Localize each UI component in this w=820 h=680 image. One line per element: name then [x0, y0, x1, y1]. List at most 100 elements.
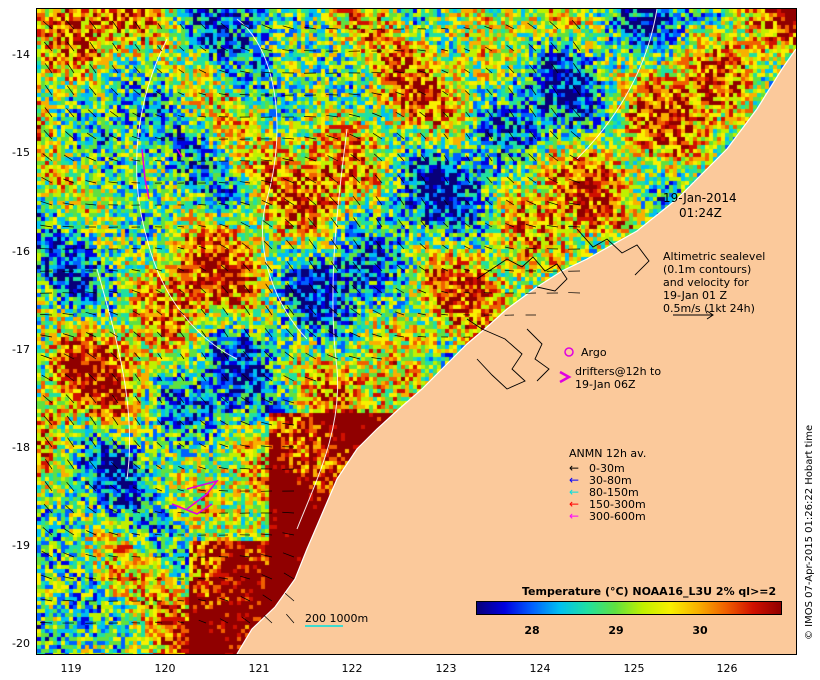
anmn-arrow-icon: ←: [569, 473, 580, 487]
velocity-vector: [131, 509, 141, 514]
velocity-vector: [398, 219, 405, 228]
velocity-vector: [198, 443, 207, 448]
velocity-vector: [63, 178, 75, 184]
velocity-vector: [42, 395, 53, 404]
velocity-vector: [239, 181, 251, 184]
velocity-vector: [351, 284, 361, 294]
velocity-vector: [308, 283, 317, 294]
velocity-vector: [108, 531, 119, 536]
velocity-vector: [418, 90, 427, 96]
velocity-vector: [200, 397, 207, 404]
velocity-vector: [261, 24, 273, 30]
velocity-vector: [464, 222, 471, 228]
velocity-vector: [529, 130, 537, 140]
velocity-vector: [110, 352, 119, 360]
velocity-vector: [420, 154, 427, 162]
velocity-vector: [372, 309, 383, 316]
anmn-item: ← 30-80m: [569, 473, 646, 487]
velocity-vector: [86, 530, 97, 536]
velocity-vector: [219, 618, 229, 624]
anmn-legend: ANMN 12h av. ← 0-30m ← 30-80m ← 80-150m ← 15…: [569, 447, 646, 523]
coastline: [236, 48, 796, 654]
velocity-vector: [572, 85, 581, 96]
velocity-vector: [239, 93, 251, 96]
velocity-vector: [41, 176, 53, 184]
velocity-vector: [44, 458, 53, 470]
velocity-vector: [134, 440, 141, 448]
velocity-vector: [157, 397, 163, 404]
velocity-vector: [261, 554, 273, 558]
velocity-vector: [134, 395, 141, 404]
velocity-vector: [44, 481, 53, 492]
velocity-vector: [417, 49, 427, 52]
velocity-vector: [218, 577, 229, 580]
velocity-vector: [348, 93, 361, 96]
sst-map[interactable]: 19-Jan-2014 01:24Z Altimetric sealevel (…: [36, 8, 797, 655]
lon-tick-label: 123: [435, 662, 457, 675]
velocity-vector: [40, 334, 53, 338]
velocity-vector: [40, 224, 53, 228]
velocity-vector: [529, 108, 537, 118]
velocity-vector: [85, 553, 97, 558]
velocity-vector: [420, 220, 427, 228]
velocity-vector: [66, 481, 75, 492]
velocity-vector: [508, 109, 515, 118]
velocity-vector: [41, 550, 53, 558]
velocity-vector: [304, 26, 317, 30]
velocity-vector: [463, 245, 471, 250]
velocity-vector: [218, 467, 229, 470]
velocity-vector: [241, 616, 251, 624]
velocity-vector: [179, 420, 185, 426]
anmn-item: ← 80-150m: [569, 486, 646, 499]
velocity-vector: [352, 195, 361, 206]
velocity-vector: [352, 261, 361, 272]
velocity-vector: [219, 223, 229, 228]
velocity-vector: [372, 112, 383, 118]
velocity-vector: [260, 71, 273, 74]
velocity-vector: [108, 290, 119, 294]
argo-label: Argo: [581, 346, 607, 359]
drifters-label-2: 19-Jan 06Z: [575, 378, 636, 391]
velocity-vector: [417, 70, 427, 74]
velocity-vector: [350, 154, 361, 162]
velocity-vector: [529, 64, 537, 74]
velocity-vector: [504, 269, 515, 272]
velocity-vector: [88, 373, 97, 382]
velocity-vector: [242, 373, 251, 382]
velocity-vector: [243, 328, 251, 338]
velocity-vector: [262, 374, 273, 382]
velocity-vector: [86, 332, 97, 338]
velocity-vector: [108, 158, 119, 162]
altimetry-line: 19-Jan 01 Z: [663, 289, 728, 302]
velocity-vector: [109, 134, 119, 140]
velocity-vector: [111, 461, 119, 470]
velocity-vector: [353, 217, 361, 228]
velocity-vector: [465, 111, 471, 118]
velocity-vector: [463, 27, 471, 30]
velocity-vector: [62, 202, 75, 206]
velocity-vector: [240, 201, 251, 206]
velocity-vector: [398, 175, 405, 184]
altimetry-note: Altimetric sealevel (0.1m contours) and …: [663, 250, 765, 315]
velocity-vector: [63, 552, 75, 558]
velocity-vector: [263, 350, 273, 360]
velocity-vector: [241, 242, 251, 250]
velocity-vector: [132, 310, 141, 316]
velocity-vector: [505, 199, 515, 206]
velocity-vector: [373, 153, 383, 162]
velocity-vector: [573, 63, 581, 74]
velocity-vector: [64, 373, 75, 382]
velocity-vector: [65, 20, 75, 30]
velocity-vector: [87, 109, 97, 118]
velocity-vector: [506, 176, 515, 184]
colorbar-tick-label: 28: [524, 624, 540, 637]
velocity-vector: [282, 158, 295, 162]
velocity-vector: [66, 85, 75, 96]
velocity-vector: [66, 108, 75, 118]
velocity-vector: [40, 354, 53, 360]
velocity-vector: [44, 63, 53, 74]
velocity-vector: [62, 599, 75, 602]
velocity-vector: [307, 305, 317, 316]
velocity-vector: [463, 268, 471, 272]
drifter-tracks: [141, 148, 219, 515]
